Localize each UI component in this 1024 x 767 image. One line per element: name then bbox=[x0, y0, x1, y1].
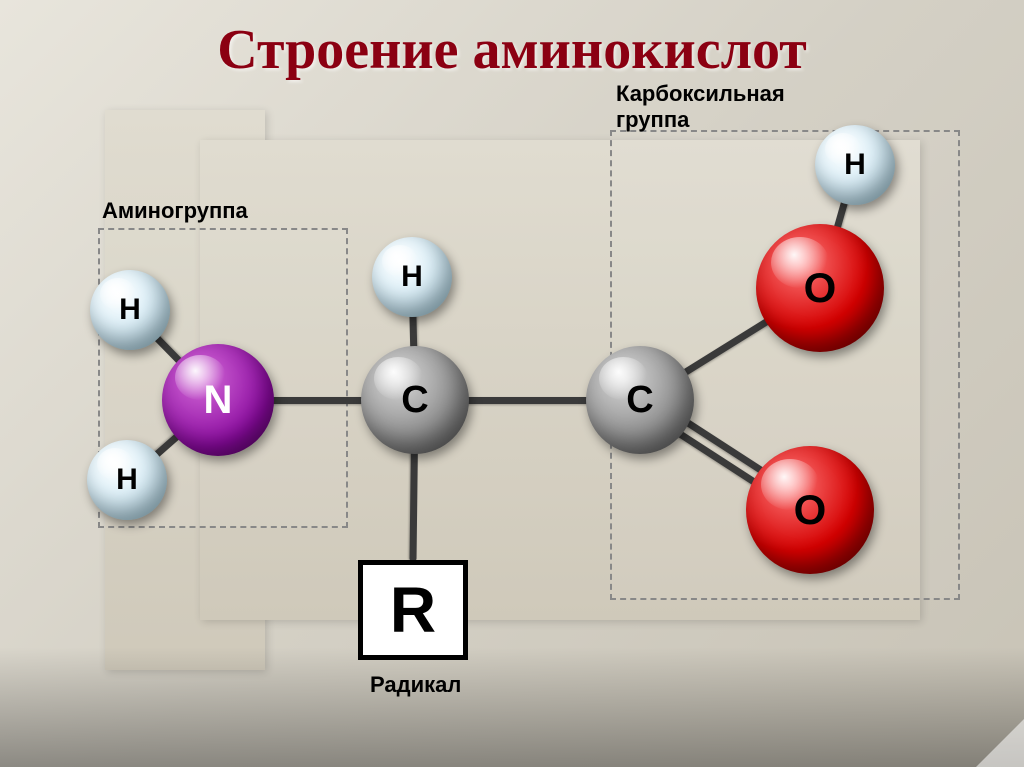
radical-label: Радикал bbox=[370, 672, 461, 698]
atom-label: H bbox=[401, 260, 423, 294]
atom-o2: O bbox=[746, 446, 874, 574]
atom-label: H bbox=[844, 148, 866, 182]
page-corner-fold bbox=[976, 719, 1024, 767]
radical-box: R bbox=[358, 560, 468, 660]
atom-h4: H bbox=[815, 125, 895, 205]
amino-group-label: Аминогруппа bbox=[102, 198, 248, 224]
atom-label: N bbox=[204, 378, 233, 423]
atom-h2: H bbox=[87, 440, 167, 520]
atom-n: N bbox=[162, 344, 274, 456]
atom-c2: C bbox=[586, 346, 694, 454]
atom-h3: H bbox=[372, 237, 452, 317]
atom-label: C bbox=[626, 379, 653, 422]
atom-h1: H bbox=[90, 270, 170, 350]
atom-label: C bbox=[401, 379, 428, 422]
atom-c1: C bbox=[361, 346, 469, 454]
atom-label: H bbox=[119, 293, 141, 327]
carboxyl-group-label: Карбоксильная группа bbox=[616, 81, 785, 133]
atom-o1: O bbox=[756, 224, 884, 352]
molecule-diagram: Аминогруппа Карбоксильная группа N H H C H C O O H… bbox=[0, 0, 1024, 767]
atom-label: O bbox=[794, 486, 827, 534]
atom-label: O bbox=[804, 264, 837, 312]
atom-label: H bbox=[116, 463, 138, 497]
